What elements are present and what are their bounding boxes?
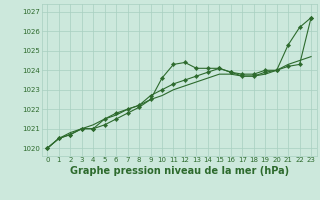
X-axis label: Graphe pression niveau de la mer (hPa): Graphe pression niveau de la mer (hPa) [70,166,289,176]
